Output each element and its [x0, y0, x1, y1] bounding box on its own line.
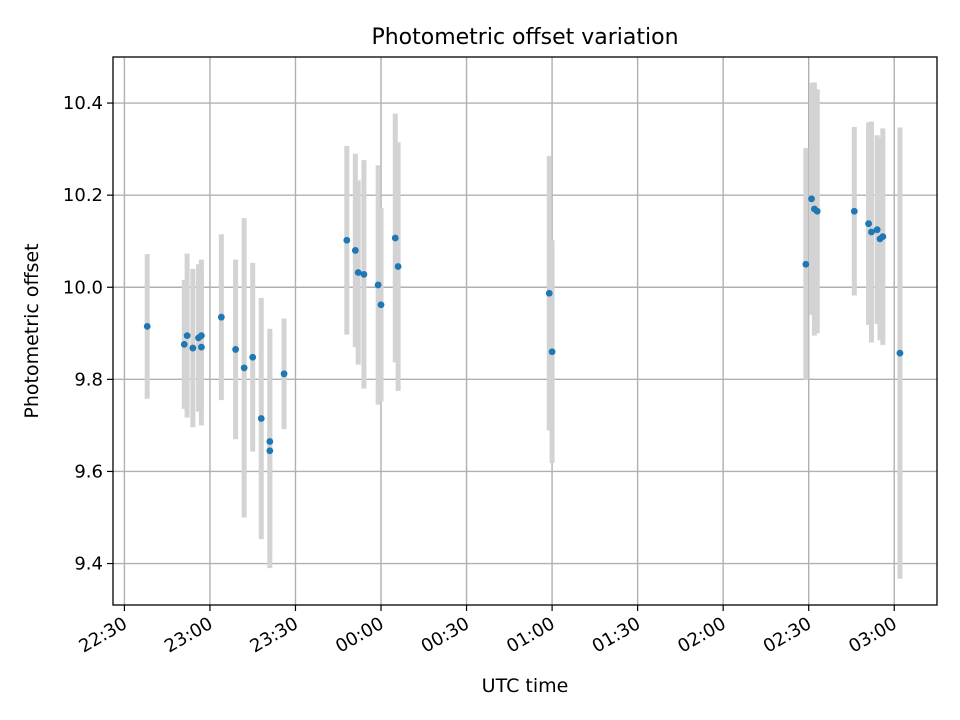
plot-frame [112, 56, 938, 606]
data-point [189, 344, 197, 352]
data-point [802, 260, 810, 268]
data-point [873, 226, 881, 234]
chart-title: Photometric offset variation [371, 25, 678, 50]
y-tick-label: 10.4 [63, 93, 103, 114]
data-point [280, 370, 288, 378]
data-point [232, 346, 240, 353]
data-point [351, 247, 359, 254]
x-axis-label: UTC time [482, 675, 569, 697]
data-point [391, 234, 399, 242]
data-point [548, 348, 556, 356]
y-tick-label: 10.2 [63, 185, 103, 206]
data-point [865, 220, 872, 228]
data-point [813, 207, 821, 215]
data-point [249, 353, 257, 361]
data-point [180, 340, 188, 348]
data-point [197, 332, 205, 340]
data-point [240, 364, 248, 372]
y-tick-label: 10.0 [63, 277, 103, 298]
data-point [360, 270, 368, 278]
data-point [808, 195, 815, 203]
data-point [868, 228, 875, 236]
data-point [343, 236, 351, 244]
y-tick-label: 9.6 [74, 461, 103, 482]
data-point [217, 313, 225, 321]
data-points [143, 195, 904, 455]
y-axis-label: Photometric offset [21, 243, 43, 418]
data-point [394, 263, 402, 270]
y-axis-ticks: 9.4 9.6 9.8 10.0 10.2 10.4 [63, 93, 113, 575]
y-tick-label: 9.4 [74, 554, 103, 575]
data-point [879, 233, 887, 240]
data-point [143, 322, 151, 330]
data-point [850, 207, 858, 215]
data-point [377, 301, 385, 309]
y-tick-label: 9.8 [74, 369, 103, 390]
data-point [354, 269, 362, 276]
data-point [257, 415, 265, 422]
data-point [896, 349, 904, 357]
data-point [266, 438, 274, 445]
data-point [374, 281, 382, 289]
data-point [545, 289, 553, 297]
data-point [266, 447, 274, 455]
grid [113, 57, 937, 605]
data-point [183, 332, 191, 340]
data-point [197, 343, 205, 351]
